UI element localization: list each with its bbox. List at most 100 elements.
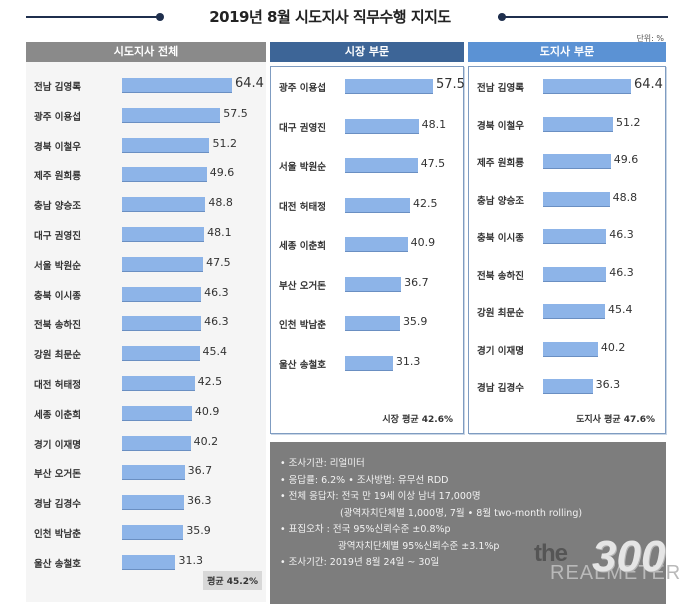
bar-row: 강원 최문순 45.4 bbox=[26, 344, 266, 364]
bar bbox=[543, 229, 607, 244]
title-dot-left bbox=[156, 13, 164, 21]
title-row: 2019년 8월 시도지사 직무수행 지지도 bbox=[0, 4, 692, 28]
survey-notes: • 조사기관: 리얼미터 • 응답률: 6.2% • 조사방법: 유무선 RDD… bbox=[270, 442, 666, 604]
bar-value: 31.3 bbox=[395, 354, 421, 368]
bar bbox=[122, 435, 191, 451]
bar-row: 대구 권영진 48.1 bbox=[271, 117, 463, 137]
bar-label: 경기 이재명 bbox=[34, 439, 82, 451]
bar-value: 48.8 bbox=[208, 196, 233, 210]
unit-label: 단위: % bbox=[636, 34, 664, 43]
bar-row: 경기 이재명 40.2 bbox=[26, 434, 266, 454]
bar-value: 42.5 bbox=[413, 196, 438, 210]
bar-label: 세종 이춘희 bbox=[34, 409, 82, 421]
bar-label: 충남 양승조 bbox=[477, 195, 525, 207]
bar-label: 대구 권영진 bbox=[34, 231, 82, 242]
bar-label: 인천 박남춘 bbox=[279, 320, 327, 331]
bar-label: 제주 원희룡 bbox=[477, 158, 525, 169]
bar bbox=[543, 266, 607, 282]
logo-the-text: the bbox=[534, 540, 568, 567]
bar-row: 서울 박원순 47.5 bbox=[271, 156, 463, 176]
bar-value: 49.6 bbox=[209, 166, 235, 180]
bar bbox=[122, 376, 195, 391]
bar-value: 47.5 bbox=[206, 255, 231, 269]
bar-row: 경북 이철우 51.2 bbox=[469, 115, 665, 135]
bar-value: 46.3 bbox=[609, 265, 634, 279]
bar-row: 부산 오거돈 36.7 bbox=[271, 275, 463, 295]
logo-300-text: 300 bbox=[592, 532, 666, 581]
bar bbox=[122, 316, 202, 332]
note-response-rate: • 응답률: 6.2% • 조사방법: 유무선 RDD bbox=[280, 474, 449, 486]
bar bbox=[122, 286, 202, 302]
note-respondents: • 전체 응답자: 전국 만 19세 이상 남녀 17,000명 bbox=[280, 491, 481, 502]
bar-value: 35.9 bbox=[186, 524, 211, 537]
panel-city-header: 시장 부문 bbox=[270, 42, 464, 62]
panel-city-body: 시장 평균 42.6% 광주 이용섭 57.5 대구 권영진 48.1 서울 박원순 47… bbox=[270, 66, 465, 434]
bar-label: 광주 이용섭 bbox=[279, 83, 327, 94]
logo-realmeter-text: REALMETER bbox=[550, 562, 682, 584]
chart-title: 2019년 8월 시도지사 직무수행 지지도 bbox=[209, 8, 451, 26]
bar-label: 경북 이철우 bbox=[34, 141, 82, 153]
bar-row: 인천 박남춘 35.9 bbox=[26, 523, 266, 543]
bar-value: 57.5 bbox=[223, 106, 248, 120]
bar-label: 광주 이용섭 bbox=[34, 111, 82, 123]
bar-value: 64.4 bbox=[235, 76, 264, 91]
panel-province-body: 도지사 평균 47.6% 전남 김영록 64.4 경북 이철우 51.2 제주 원희룡 4… bbox=[468, 66, 666, 434]
bar-row: 세종 이춘희 40.9 bbox=[271, 235, 463, 255]
bar-row: 광주 이용섭 57.5 bbox=[26, 106, 266, 126]
bar-label: 부산 오거돈 bbox=[34, 469, 82, 481]
bar-row: 세종 이춘희 40.9 bbox=[26, 404, 266, 424]
bar-row: 대전 허태정 42.5 bbox=[26, 374, 266, 394]
bar-value: 57.5 bbox=[436, 77, 465, 92]
bar bbox=[543, 79, 631, 94]
bar-label: 부산 오거돈 bbox=[279, 280, 327, 292]
bar-row: 광주 이용섭 57.5 bbox=[271, 77, 465, 97]
bar-row: 경남 김경수 36.3 bbox=[26, 493, 266, 513]
bar-label: 전북 송하진 bbox=[477, 270, 525, 282]
bar-row: 울산 송철호 31.3 bbox=[26, 553, 266, 573]
panel-all-header: 시도지사 전체 bbox=[26, 42, 266, 62]
bar bbox=[122, 167, 207, 183]
bar-row: 경기 이재명 40.2 bbox=[469, 340, 665, 360]
bar-value: 40.9 bbox=[194, 404, 220, 418]
panel-all-body: 전남 김영록 64.4 광주 이용섭 57.5 경북 이철우 51.2 제주 원희룡 49.6… bbox=[26, 66, 266, 602]
note-sampling-error: • 표집오차 : 전국 95%신뢰수준 ±0.8%p bbox=[280, 524, 451, 535]
bar bbox=[122, 137, 210, 153]
bar-value: 36.3 bbox=[595, 378, 621, 391]
bar-row: 전남 김영록 64.4 bbox=[469, 77, 665, 97]
bar-label: 충북 이시종 bbox=[477, 233, 525, 244]
average-province: 도지사 평균 47.6% bbox=[576, 415, 655, 425]
bar bbox=[122, 78, 232, 93]
bar-row: 경북 이철우 51.2 bbox=[26, 136, 266, 156]
bar-label: 대전 허태정 bbox=[34, 380, 82, 391]
bar bbox=[122, 495, 184, 511]
panel-province: 도지사 부문 도지사 평균 47.6% 전남 김영록 64.4 경북 이철우 51.2… bbox=[468, 42, 666, 434]
bar-label: 대구 권영진 bbox=[279, 122, 327, 134]
bar bbox=[345, 158, 418, 173]
bar-row: 충북 이시종 46.3 bbox=[26, 285, 266, 305]
bar-value: 46.3 bbox=[204, 315, 229, 329]
average-all: 평균 45.2% bbox=[203, 571, 262, 590]
bar-value: 35.9 bbox=[402, 315, 428, 328]
bar bbox=[122, 256, 204, 272]
title-divider-left bbox=[26, 16, 158, 18]
bar-value: 40.9 bbox=[410, 236, 436, 249]
bar-value: 31.3 bbox=[178, 553, 203, 567]
bar bbox=[543, 304, 606, 319]
bar-label: 경북 이철우 bbox=[477, 120, 525, 132]
bar bbox=[345, 237, 408, 252]
bar-value: 46.3 bbox=[609, 228, 634, 241]
panel-all: 시도지사 전체 전남 김영록 64.4 광주 이용섭 57.5 경북 이철우 51.2 제주… bbox=[26, 42, 266, 602]
bar-value: 49.6 bbox=[613, 153, 639, 166]
bar-row: 울산 송철호 31.3 bbox=[271, 354, 463, 374]
bar-row: 인천 박남춘 35.9 bbox=[271, 314, 463, 334]
bar bbox=[543, 379, 593, 394]
bar-label: 경남 김경수 bbox=[34, 499, 82, 511]
watermark-logo: REALMETER the 300 bbox=[534, 532, 692, 614]
bar-row: 부산 오거돈 36.7 bbox=[26, 463, 266, 483]
bar bbox=[543, 191, 610, 207]
average-city: 시장 평균 42.6% bbox=[382, 415, 453, 425]
bar-label: 전남 김영록 bbox=[34, 82, 82, 93]
bar-row: 전북 송하진 46.3 bbox=[469, 265, 665, 285]
bar bbox=[122, 107, 221, 123]
bar-row: 충남 양승조 48.8 bbox=[26, 195, 266, 215]
